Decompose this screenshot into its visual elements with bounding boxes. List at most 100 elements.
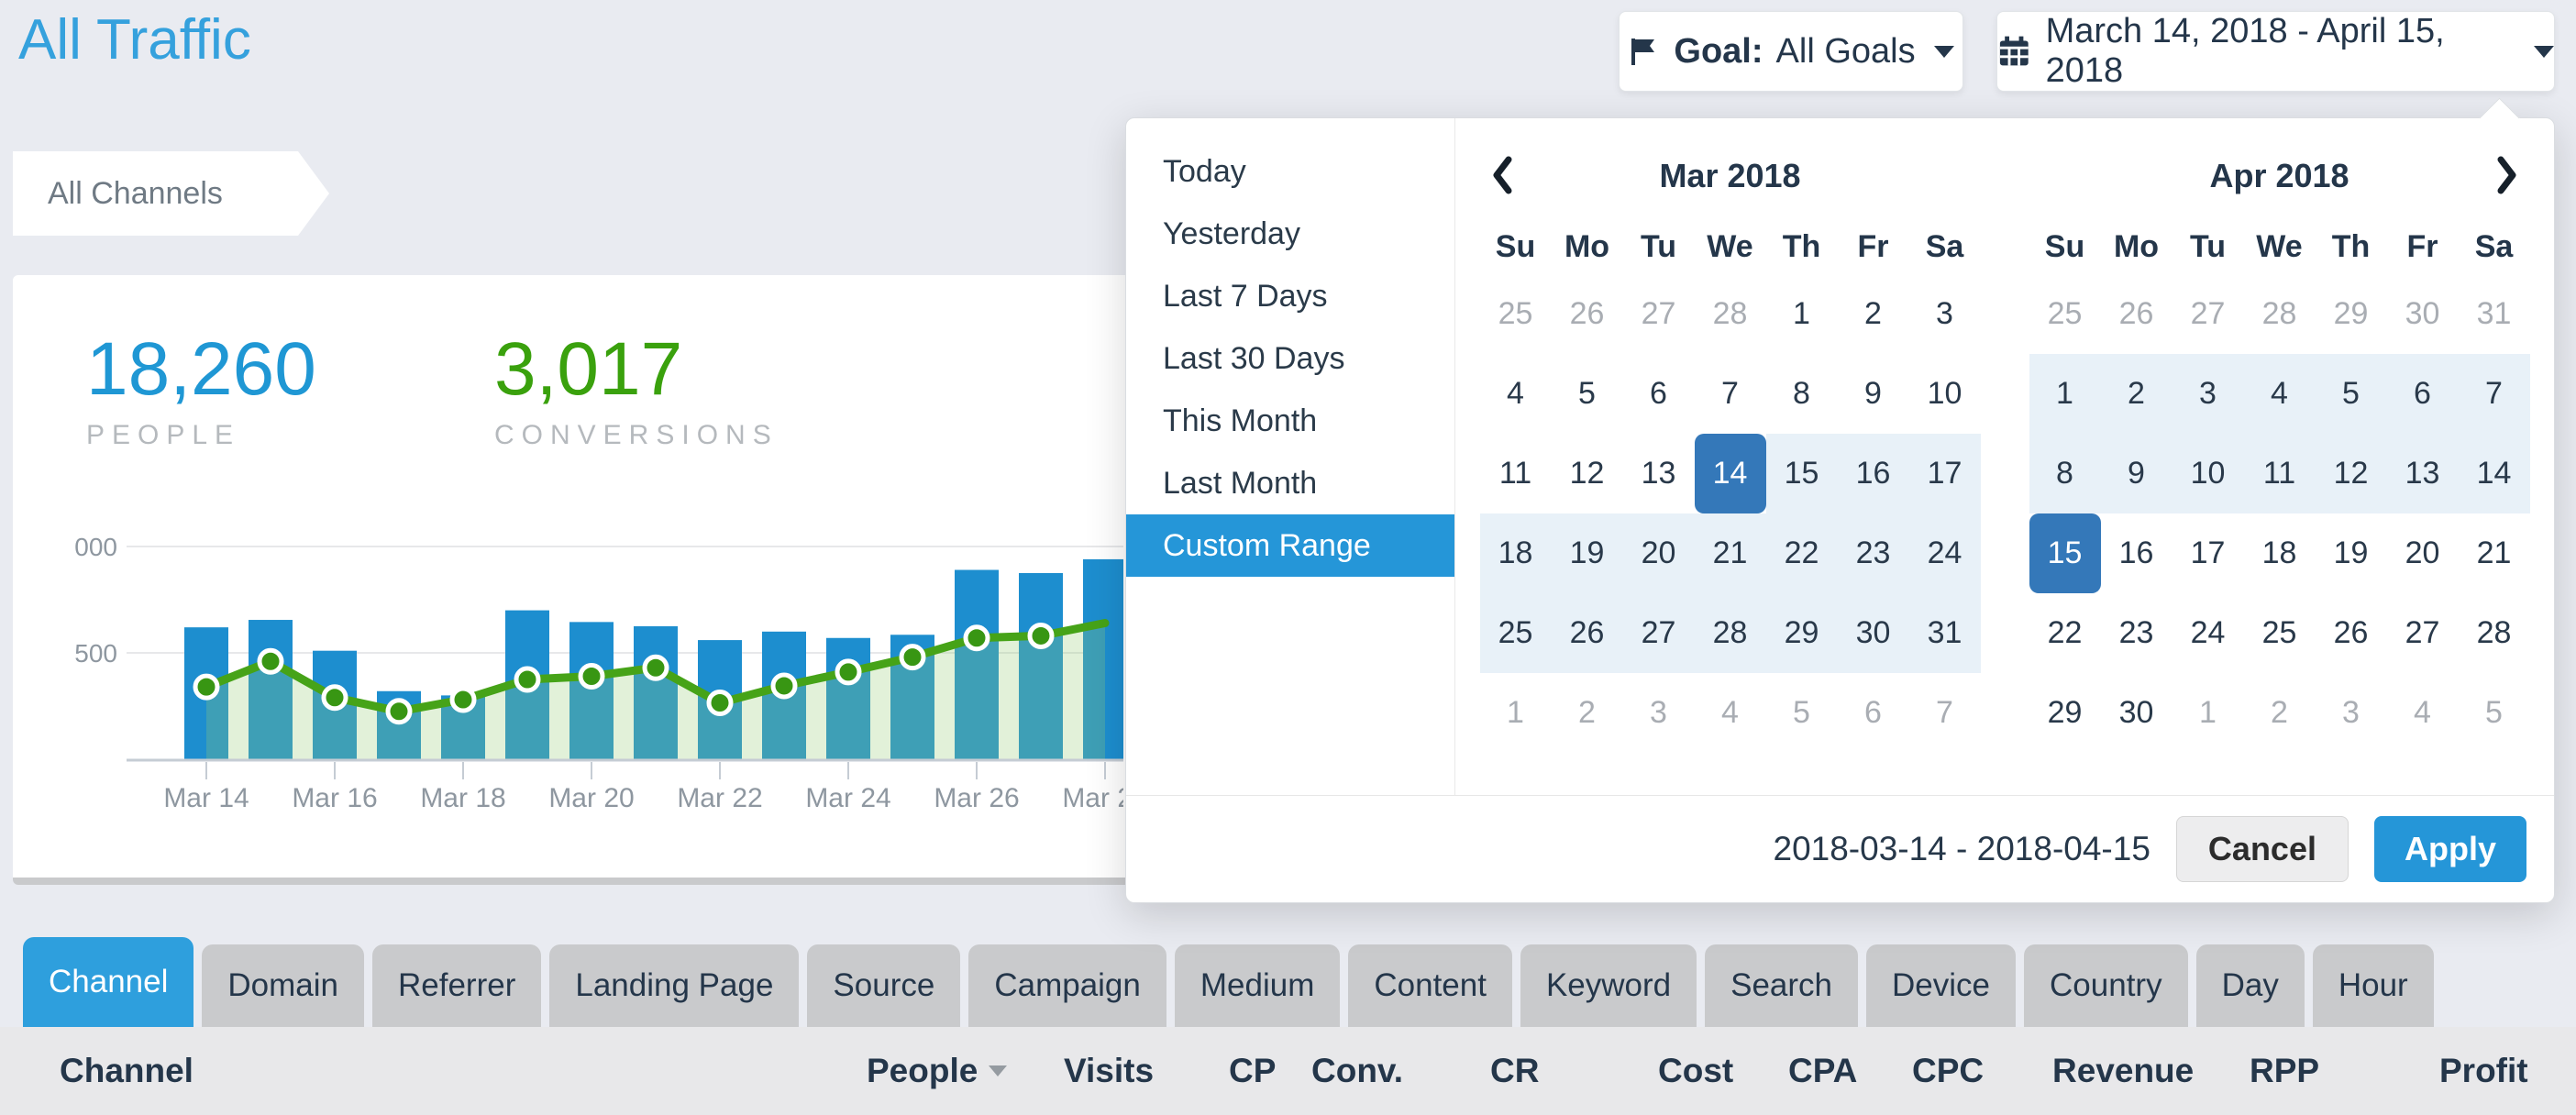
column-header-cr[interactable]: CR (1490, 1052, 1540, 1089)
breadcrumb[interactable]: All Channels (13, 151, 329, 236)
tab-device[interactable]: Device (1866, 944, 2017, 1027)
day-cell[interactable]: 7 (1936, 695, 1953, 730)
line-point-mar-19[interactable] (514, 666, 541, 693)
day-cell[interactable]: 11 (1498, 456, 1532, 491)
column-header-visits[interactable]: Visits (1064, 1052, 1155, 1089)
column-header-people[interactable]: People (867, 1027, 1008, 1115)
day-cell[interactable]: 8 (1793, 376, 1810, 411)
day-cell[interactable]: 28 (1694, 593, 1766, 673)
day-cell[interactable]: 4 (2243, 354, 2316, 434)
line-point-mar-27[interactable] (1027, 622, 1055, 649)
bar-mar-21[interactable] (634, 626, 678, 759)
line-point-mar-22[interactable] (706, 690, 734, 717)
day-cell[interactable]: 4 (1721, 695, 1739, 730)
day-cell[interactable]: 3 (2342, 695, 2360, 730)
day-cell[interactable]: 5 (1578, 376, 1596, 411)
day-cell[interactable]: 13 (2386, 434, 2459, 513)
day-cell[interactable]: 30 (2118, 695, 2154, 730)
day-cell[interactable]: 27 (1622, 593, 1695, 673)
preset-last-7-days[interactable]: Last 7 Days (1163, 279, 1328, 314)
day-cell[interactable]: 1 (1793, 296, 1810, 331)
line-point-mar-21[interactable] (642, 654, 669, 681)
tab-day[interactable]: Day (2195, 944, 2305, 1027)
day-cell[interactable]: 10 (2172, 434, 2244, 513)
day-cell[interactable]: 10 (1927, 376, 1962, 411)
day-cell[interactable]: 12 (1569, 456, 1605, 491)
day-cell[interactable]: 26 (2118, 296, 2154, 331)
day-cell[interactable]: 7 (2458, 354, 2530, 434)
day-cell[interactable]: 20 (2405, 535, 2440, 570)
tab-search[interactable]: Search (1705, 944, 1859, 1027)
tab-source[interactable]: Source (807, 944, 961, 1027)
tab-content[interactable]: Content (1348, 944, 1512, 1027)
day-cell[interactable]: 21 (1694, 513, 1766, 593)
preset-custom-range[interactable]: Custom Range (1126, 514, 1454, 577)
tab-referrer[interactable]: Referrer (372, 944, 542, 1027)
day-cell[interactable]: 28 (2476, 615, 2512, 650)
day-cell[interactable]: 26 (1569, 296, 1605, 331)
day-cell[interactable]: 14 (2458, 434, 2530, 513)
bar-mar-24[interactable] (826, 637, 870, 759)
line-point-mar-14[interactable] (193, 673, 220, 701)
day-cell[interactable]: 11 (2243, 434, 2316, 513)
tab-channel[interactable]: Channel (23, 937, 194, 1027)
bar-mar-20[interactable] (569, 622, 614, 759)
day-cell[interactable]: 1 (1507, 695, 1524, 730)
day-cell[interactable]: 27 (1641, 296, 1676, 331)
day-cell[interactable]: 23 (1837, 513, 1909, 593)
day-cell[interactable]: 19 (1551, 513, 1623, 593)
column-header-channel[interactable]: Channel (60, 1052, 193, 1089)
day-cell[interactable]: 20 (1622, 513, 1695, 593)
column-header-profit[interactable]: Profit (2439, 1052, 2528, 1089)
column-header-cost[interactable]: Cost (1658, 1052, 1734, 1089)
line-point-mar-20[interactable] (578, 663, 605, 690)
day-cell[interactable]: 4 (2414, 695, 2431, 730)
tab-landing-page[interactable]: Landing Page (549, 944, 800, 1027)
bar-mar-27[interactable] (1019, 573, 1063, 759)
day-cell[interactable]: 26 (1551, 593, 1623, 673)
day-cell[interactable]: 12 (2315, 434, 2387, 513)
day-cell[interactable]: 30 (1837, 593, 1909, 673)
column-header-revenue[interactable]: Revenue (2052, 1052, 2195, 1089)
bar-mar-26[interactable] (955, 569, 999, 759)
day-cell[interactable]: 15 (1765, 434, 1838, 513)
day-cell[interactable]: 16 (1837, 434, 1909, 513)
day-cell[interactable]: 22 (2047, 615, 2083, 650)
line-point-mar-26[interactable] (963, 624, 990, 652)
bar-mar-28[interactable] (1083, 558, 1127, 759)
day-cell[interactable]: 23 (2118, 615, 2154, 650)
day-cell[interactable]: 1 (2029, 354, 2101, 434)
day-cell[interactable]: 2 (1578, 695, 1596, 730)
day-cell[interactable]: 18 (2261, 535, 2297, 570)
tab-domain[interactable]: Domain (202, 944, 364, 1027)
day-cell[interactable]: 3 (1650, 695, 1667, 730)
day-cell[interactable]: 6 (1650, 376, 1667, 411)
day-cell[interactable]: 5 (1793, 695, 1810, 730)
day-cell[interactable]: 2 (2100, 354, 2172, 434)
day-cell[interactable]: 8 (2029, 434, 2101, 513)
day-cell[interactable]: 29 (2047, 695, 2083, 730)
tab-campaign[interactable]: Campaign (968, 944, 1166, 1027)
day-cell[interactable]: 5 (2485, 695, 2503, 730)
preset-last-30-days[interactable]: Last 30 Days (1163, 341, 1345, 376)
tab-hour[interactable]: Hour (2312, 944, 2434, 1027)
preset-yesterday[interactable]: Yesterday (1163, 216, 1300, 251)
line-point-mar-16[interactable] (321, 684, 348, 712)
line-point-mar-24[interactable] (835, 658, 862, 686)
day-cell[interactable]: 17 (2190, 535, 2226, 570)
prev-month-icon[interactable] (1490, 155, 1514, 195)
day-cell[interactable]: 25 (2047, 296, 2083, 331)
bar-mar-15[interactable] (249, 620, 293, 759)
day-cell[interactable]: 14 (1694, 434, 1766, 513)
day-cell[interactable]: 31 (2476, 296, 2512, 331)
day-cell[interactable]: 9 (2100, 434, 2172, 513)
day-cell[interactable]: 28 (2261, 296, 2297, 331)
line-point-mar-18[interactable] (449, 686, 477, 713)
preset-last-month[interactable]: Last Month (1163, 466, 1318, 501)
day-cell[interactable]: 27 (2405, 615, 2440, 650)
day-cell[interactable]: 27 (2190, 296, 2226, 331)
column-header-cp[interactable]: CP (1229, 1052, 1277, 1089)
cancel-button[interactable]: Cancel (2175, 816, 2349, 882)
tab-country[interactable]: Country (2024, 944, 2188, 1027)
preset-this-month[interactable]: This Month (1163, 403, 1318, 438)
